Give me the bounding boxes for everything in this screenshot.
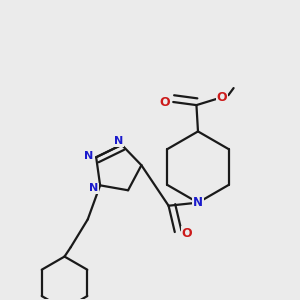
Text: O: O xyxy=(217,91,227,104)
Text: N: N xyxy=(193,196,203,209)
Text: N: N xyxy=(89,183,99,194)
Text: O: O xyxy=(159,95,170,109)
Text: N: N xyxy=(84,151,93,161)
Text: O: O xyxy=(182,227,193,240)
Text: N: N xyxy=(114,136,123,146)
